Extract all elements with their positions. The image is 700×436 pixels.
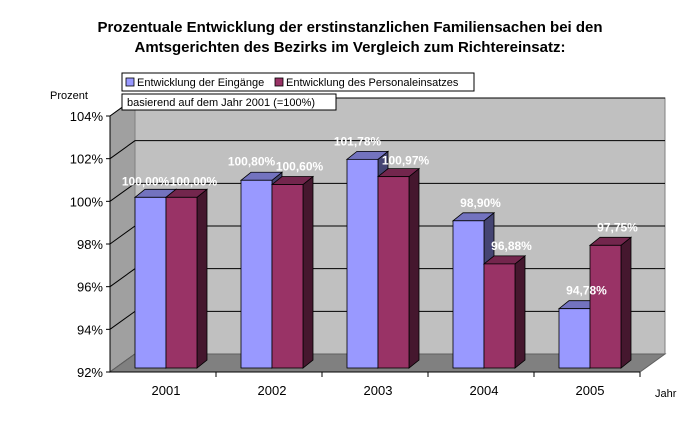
y-tick-label: 94% <box>77 322 103 337</box>
bar-front-face <box>240 179 273 369</box>
data-label-2005-personaleinsatz: 97,75% <box>597 220 638 234</box>
x-axis-label: Jahr <box>655 388 677 400</box>
bar-front-face <box>452 220 485 369</box>
data-label-2005-eingaenge: 94,78% <box>566 284 607 298</box>
data-label-2002-personaleinsatz: 100,60% <box>276 160 324 174</box>
y-tick-label: 98% <box>77 237 103 252</box>
y-tick-label: 100% <box>70 194 104 209</box>
x-tick-label-2004: 2004 <box>470 383 499 398</box>
legend-swatch-eingaenge <box>125 77 135 87</box>
chart-title-line-1: Prozentuale Entwicklung der erstinstanzl… <box>97 19 603 36</box>
bar-2001-personaleinsatz <box>164 188 209 369</box>
y-tick-label: 104% <box>70 109 104 124</box>
legend-entry-eingaenge: Entwicklung der Eingänge <box>137 77 264 89</box>
y-tick-label: 102% <box>70 152 104 167</box>
x-tick-label-2001: 2001 <box>152 383 181 398</box>
legend: Entwicklung der Eingänge Entwicklung des… <box>121 72 475 92</box>
bar-front-face <box>589 244 622 369</box>
data-label-2003-personaleinsatz: 100,97% <box>382 154 430 168</box>
data-label-2001-personaleinsatz: 100,00% <box>170 174 218 188</box>
data-label-2004-eingaenge: 98,90% <box>460 196 501 210</box>
x-tick-label-2005: 2005 <box>576 383 605 398</box>
data-label-2002-eingaenge: 100,80% <box>228 154 276 168</box>
gridline <box>109 140 665 160</box>
bar-front-face <box>483 263 516 369</box>
bar-front-face <box>165 196 198 369</box>
y-axis-ticks: 92% 94% 96% 98% 100% 102% 104% <box>70 109 110 380</box>
y-axis-label: Prozent <box>50 90 88 102</box>
annotation: basierend auf dem Jahr 2001 (=100%) <box>121 93 337 111</box>
bar-side-face <box>514 255 526 369</box>
x-tick-label-2003: 2003 <box>364 383 393 398</box>
bar-2002-personaleinsatz <box>270 175 315 369</box>
bar-side-face <box>408 167 420 369</box>
x-tick-label-2002: 2002 <box>258 383 287 398</box>
bar-2003-personaleinsatz <box>376 167 421 369</box>
y-tick-label: 92% <box>77 365 103 380</box>
data-label-2003-eingaenge: 101,78% <box>334 134 382 148</box>
bar-front-face <box>346 158 379 369</box>
annotation-text: basierend auf dem Jahr 2001 (=100%) <box>127 97 315 109</box>
chart-title-line-2: Amtsgerichten des Bezirks im Vergleich z… <box>134 39 566 56</box>
data-label-2001-eingaenge: 100,00% <box>122 174 170 188</box>
bar-front-face <box>134 196 167 369</box>
bar-front-face <box>558 308 591 369</box>
bar-side-face <box>196 188 208 369</box>
x-axis-ticks: 2001 2002 2003 2004 2005 <box>152 372 641 398</box>
data-label-2004-personaleinsatz: 96,88% <box>491 239 532 253</box>
data-labels: 100,00% 100,00% 100,80% 100,60% 101,78%100,9… <box>122 134 638 297</box>
legend-box <box>121 72 475 92</box>
bar-2004-personaleinsatz <box>482 255 527 369</box>
legend-swatch-personaleinsatz <box>274 77 284 87</box>
annotation-box <box>121 93 337 111</box>
y-tick-label: 96% <box>77 280 103 295</box>
bar-side-face <box>620 236 632 369</box>
bars <box>133 150 633 369</box>
gridline <box>109 182 665 202</box>
bar-side-face <box>302 175 314 369</box>
bar-front-face <box>377 176 410 369</box>
legend-entry-personaleinsatz: Entwicklung des Personaleinsatzes <box>286 77 459 89</box>
bar-front-face <box>271 184 304 369</box>
bar-2003-eingaenge <box>345 150 390 369</box>
bar-2005-personaleinsatz <box>588 236 633 369</box>
